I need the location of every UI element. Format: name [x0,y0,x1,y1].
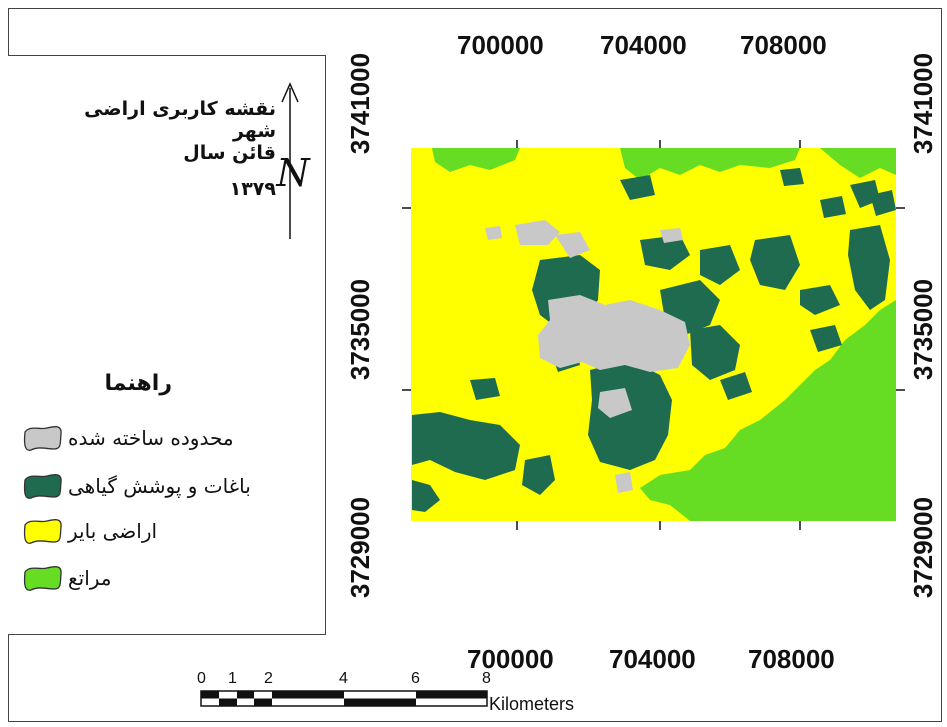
x-label-top-2: 704000 [600,30,687,60]
legend-panel: نقشه کاربری اراضی شهر قائن سال ۱۳۷۹ N را… [8,55,326,635]
vegetation-swatch-icon [23,473,62,499]
x-label-bottom-3: 708000 [748,644,835,674]
rangeland-areas [432,148,896,521]
scale-tick-1: 1 [228,670,237,687]
y-label-right-3: 3729000 [908,496,939,599]
legend-label-rangeland: مراتع [68,566,112,590]
legend-item-vegetation: باغات و پوشش گیاهی [22,469,251,503]
built-up-areas [485,220,690,493]
north-symbol: N [275,151,311,195]
scale-tick-4: 4 [339,670,348,687]
legend-label-built-up: محدوده ساخته شده [68,426,234,450]
scale-tick-8: 8 [482,670,491,687]
rangeland-swatch-icon [23,565,62,591]
legend-heading: راهنما [104,371,172,396]
scale-tick-6: 6 [411,670,420,687]
map-title-line-2: قائن سال [183,142,276,164]
y-label-right-1: 3741000 [908,52,939,155]
legend-item-rangeland: مراتع [22,561,112,595]
y-label-left-1: 3741000 [345,52,376,155]
map-title-line-1: نقشه کاربری اراضی شهر [84,98,276,142]
y-label-left-2: 3735000 [345,278,376,381]
map-title-line-3: ۱۳۷۹ [229,178,276,200]
x-label-top-3: 708000 [740,30,827,60]
barren-swatch-icon [23,518,62,544]
y-label-right-2: 3735000 [908,278,939,381]
legend-item-built-up: محدوده ساخته شده [22,421,234,455]
x-label-bottom-2: 704000 [609,644,696,674]
x-label-top-1: 700000 [457,30,544,60]
y-label-left-3: 3729000 [345,496,376,599]
legend-label-vegetation: باغات و پوشش گیاهی [68,474,251,498]
scale-tick-2: 2 [264,670,273,687]
vegetation-areas [412,168,896,512]
north-arrow-icon: N [275,82,311,239]
legend-item-barren: اراضی بایر [22,514,157,548]
x-label-bottom-1: 700000 [467,644,554,674]
built-up-swatch-icon [23,425,62,451]
grid-ticks [402,140,905,530]
scale-bar [200,690,488,707]
legend-label-barren: اراضی بایر [68,519,158,543]
scale-unit-label: Kilometers [489,694,575,714]
scale-tick-0: 0 [197,670,206,687]
